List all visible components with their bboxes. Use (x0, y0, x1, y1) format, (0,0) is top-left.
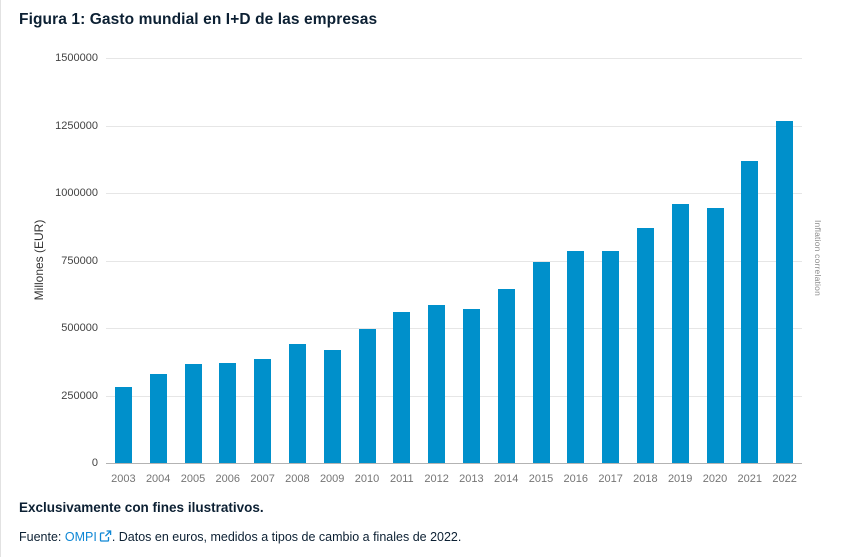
bar-2006[interactable] (219, 363, 237, 463)
y-tick-label: 500000 (61, 322, 98, 334)
bar-2003[interactable] (114, 387, 132, 463)
x-tick-label: 2008 (285, 473, 310, 485)
footer-disclaimer: Exclusivamente con fines ilustrativos. (19, 500, 264, 515)
x-tick-label: 2003 (111, 473, 136, 485)
bar-2009[interactable] (323, 349, 341, 463)
external-link-icon[interactable] (99, 530, 112, 542)
x-tick-label: 2010 (354, 473, 380, 485)
gridline (106, 395, 802, 397)
x-tick-label: 2018 (633, 473, 658, 485)
x-axis-line (106, 463, 802, 464)
bar-2020[interactable] (706, 207, 724, 463)
x-tick-label: 2021 (737, 473, 763, 485)
bar-2014[interactable] (497, 288, 515, 464)
y-tick-label: 250000 (61, 389, 98, 402)
x-tick-label: 2020 (702, 473, 728, 485)
x-tick-label: 2009 (319, 473, 345, 485)
x-tick-label: 2007 (250, 473, 275, 485)
x-tick-label: 2014 (493, 473, 519, 485)
bar-2016[interactable] (567, 251, 585, 463)
y-tick-label: 750000 (61, 254, 98, 267)
figure-title: Figura 1: Gasto mundial en I+D de las em… (19, 11, 378, 28)
bar-2013[interactable] (462, 309, 480, 463)
bar-2019[interactable] (671, 203, 689, 463)
y-tick-label: 1250000 (55, 119, 98, 132)
gridline (106, 260, 802, 262)
source-link[interactable]: OMPI (64, 530, 97, 544)
x-tick-label: 2015 (528, 473, 554, 485)
bar-2007[interactable] (254, 359, 272, 463)
x-tick-label: 2013 (459, 473, 484, 485)
bar-2015[interactable] (532, 261, 550, 463)
x-tick-label: 2004 (145, 473, 171, 485)
x-tick-label: 2006 (215, 473, 241, 485)
bar-2004[interactable] (149, 373, 167, 463)
source-suffix: . Datos en euros, medidos a tipos de cam… (111, 530, 462, 544)
x-tick-label: 2011 (389, 473, 414, 485)
right-axis-title: Inflation correlation (813, 219, 823, 297)
bar-2018[interactable] (636, 228, 654, 463)
y-tick-label: 1500000 (55, 52, 98, 64)
gridline (106, 125, 802, 127)
bar-2021[interactable] (741, 160, 759, 463)
gridline (106, 328, 802, 329)
gridline (106, 193, 802, 194)
x-tick-label: 2016 (563, 473, 589, 485)
bar-2011[interactable] (393, 311, 411, 463)
bar-2022[interactable] (776, 121, 794, 463)
y-tick-label: 0 (91, 457, 98, 469)
x-tick-label: 2019 (667, 473, 693, 485)
bar-2005[interactable] (184, 364, 202, 463)
bar-2017[interactable] (602, 251, 620, 463)
bar-2010[interactable] (358, 328, 376, 463)
x-tick-label: 2022 (772, 473, 797, 485)
source-prefix: Fuente: (19, 530, 65, 544)
bar-2012[interactable] (428, 305, 446, 463)
x-tick-label: 2012 (424, 473, 449, 485)
x-tick-label: 2005 (180, 473, 206, 485)
footer-source: Fuente: OMPI . Datos en euros, medidos a … (19, 530, 461, 544)
gridline (106, 58, 802, 59)
y-tick-label: 1000000 (55, 187, 98, 199)
bar-2008[interactable] (288, 344, 306, 463)
x-tick-label: 2017 (598, 473, 623, 485)
